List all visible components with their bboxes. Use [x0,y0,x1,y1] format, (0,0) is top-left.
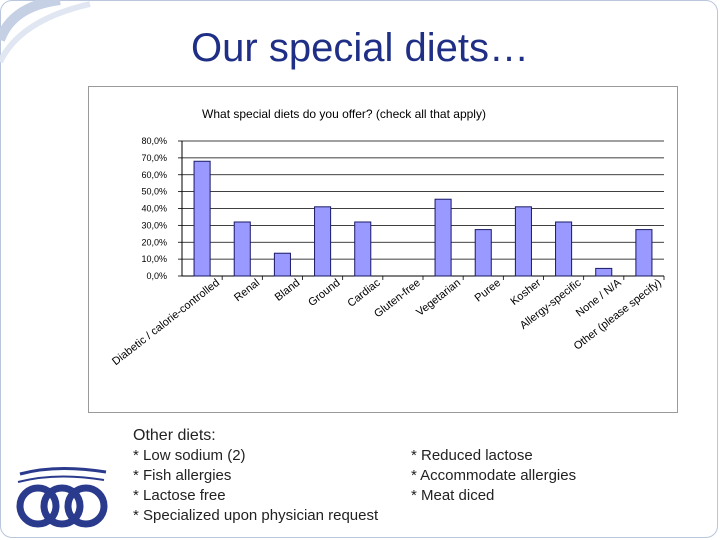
x-tick-label: Diabetic / calorie-controlled [110,277,222,368]
chart-container: What special diets do you offer? (check … [88,86,678,413]
x-tick-label: Bland [273,277,303,304]
bar [595,267,613,277]
bar [434,198,452,277]
y-tick-label: 80,0% [141,136,167,146]
y-tick-label: 10,0% [141,254,167,264]
bar [273,252,291,277]
bar-chart: What special diets do you offer? (check … [110,107,665,368]
x-tick-label: Vegetarian [414,277,463,319]
y-tick-label: 50,0% [141,187,167,197]
x-tick-label: Puree [473,277,504,305]
y-tick-label: 70,0% [141,153,167,163]
y-tick-label: 20,0% [141,237,167,247]
company-logo-icon [16,466,108,528]
slide-title: Our special diets… [191,26,529,70]
bar [314,206,332,277]
chart-title: What special diets do you offer? (check … [202,107,486,121]
bar [514,206,532,277]
x-tick-label: Ground [306,277,342,309]
other-diet-item: * Fish allergies [133,467,232,484]
bar [474,229,492,277]
y-tick-label: 60,0% [141,170,167,180]
other-diet-item: * Accommodate allergies [411,467,577,484]
bar [555,221,573,277]
other-diets-left-column: * Low sodium (2) * Fish allergies * Lact… [133,446,423,526]
other-diets-right-column: * Reduced lactose * Accommodate allergie… [411,446,631,506]
x-tick-label: Kosher [508,277,543,308]
x-tick-label: Cardiac [345,277,383,310]
bar [233,221,251,277]
other-diet-item: * Meat diced [411,487,495,504]
bar [193,160,211,277]
other-diets-section: Other diets: * Low sodium (2) * Fish all… [133,426,576,524]
bar [635,229,653,277]
y-tick-label: 0,0% [146,271,167,281]
other-diet-item: * Lactose free [133,487,226,504]
corner-decoration [0,0,91,64]
other-diets-heading: Other diets: [133,427,216,444]
other-diet-item: * Specialized upon physician request [133,507,379,524]
x-tick-label: Renal [232,277,262,304]
other-diet-item: * Reduced lactose [411,447,533,464]
y-tick-label: 40,0% [141,204,167,214]
bar [354,221,372,277]
y-tick-label: 30,0% [141,220,167,230]
other-diet-item: * Low sodium (2) [133,447,246,464]
